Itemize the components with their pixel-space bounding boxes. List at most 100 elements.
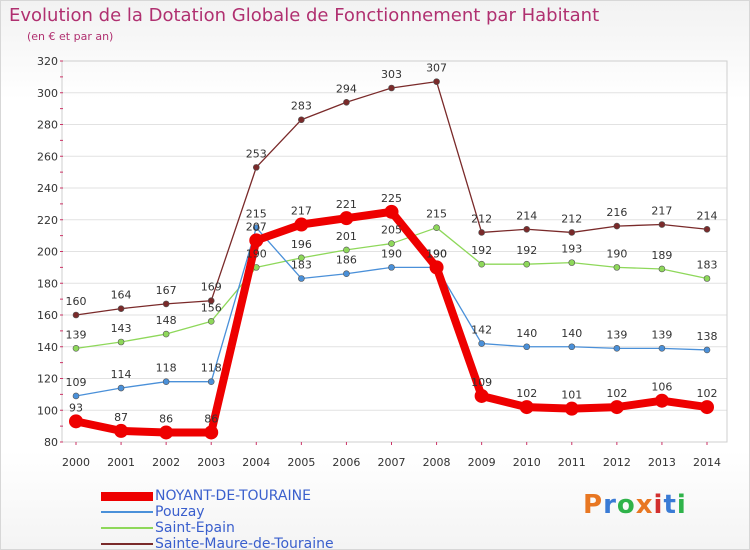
- data-label: 294: [336, 82, 357, 95]
- data-label: 106: [651, 381, 672, 394]
- data-label: 307: [426, 62, 447, 75]
- data-point: [388, 240, 395, 247]
- data-point: [609, 400, 624, 415]
- legend-item: Saint-Epain: [101, 520, 334, 536]
- data-label: 183: [697, 258, 718, 271]
- data-label: 190: [381, 247, 402, 260]
- x-tick-label: 2014: [693, 456, 721, 469]
- data-label: 193: [561, 243, 582, 256]
- data-label: 101: [561, 389, 582, 402]
- data-label: 160: [66, 295, 87, 308]
- data-label: 118: [156, 362, 177, 375]
- data-label: 190: [426, 247, 447, 260]
- data-label: 169: [201, 281, 222, 294]
- y-tick-label: 160: [37, 309, 58, 322]
- data-point: [207, 378, 215, 385]
- data-label: 217: [291, 205, 312, 218]
- x-tick-label: 2009: [468, 456, 496, 469]
- data-point: [658, 345, 666, 352]
- data-point: [249, 233, 264, 248]
- data-point: [72, 392, 80, 400]
- data-label: 143: [111, 322, 132, 335]
- data-point: [568, 229, 576, 236]
- data-label: 142: [471, 324, 492, 337]
- legend: NOYANT-DE-TOURAINE Pouzay Saint-Epain Saint…: [101, 488, 334, 550]
- data-point: [568, 343, 576, 351]
- x-tick-label: 2013: [648, 456, 676, 469]
- proxiti-logo: Proxiti: [583, 490, 687, 520]
- data-label: 118: [201, 362, 222, 375]
- data-point: [343, 246, 350, 254]
- legend-swatch: [101, 511, 153, 513]
- data-label: 212: [471, 212, 492, 225]
- data-point: [700, 400, 714, 415]
- data-label: 190: [606, 247, 627, 260]
- data-point: [523, 260, 531, 268]
- y-tick-label: 120: [37, 373, 58, 386]
- data-point: [654, 393, 669, 408]
- x-tick-label: 2010: [513, 456, 541, 469]
- x-tick-label: 2007: [378, 456, 406, 469]
- data-label: 140: [561, 327, 582, 340]
- data-label: 221: [336, 198, 357, 211]
- data-label: 139: [66, 328, 87, 341]
- data-point: [339, 211, 354, 226]
- data-label: 109: [66, 376, 87, 389]
- legend-item: Pouzay: [101, 504, 334, 520]
- data-label: 190: [246, 247, 267, 260]
- legend-label: NOYANT-DE-TOURAINE: [155, 488, 311, 504]
- x-tick-label: 2004: [242, 456, 270, 469]
- data-point: [298, 116, 305, 124]
- data-point: [72, 311, 80, 319]
- data-point: [159, 425, 174, 440]
- data-label: 167: [156, 284, 177, 297]
- data-label: 139: [651, 328, 672, 341]
- y-tick-label: 320: [37, 55, 58, 68]
- logo-letter: o: [616, 490, 636, 520]
- data-point: [703, 346, 711, 354]
- x-tick-label: 2000: [62, 456, 90, 469]
- data-point: [207, 318, 215, 325]
- data-point: [343, 98, 350, 106]
- x-tick-label: 2008: [423, 456, 451, 469]
- data-label: 148: [156, 314, 177, 327]
- data-label: 212: [561, 212, 582, 225]
- x-tick-label: 2003: [197, 456, 225, 469]
- data-point: [478, 340, 485, 347]
- data-point: [298, 254, 305, 262]
- logo-letter: x: [635, 490, 654, 520]
- data-label: 189: [651, 249, 672, 262]
- data-label: 102: [606, 387, 627, 400]
- data-point: [613, 345, 621, 352]
- data-label: 207: [246, 220, 267, 233]
- data-point: [388, 264, 395, 271]
- x-tick-label: 2001: [107, 456, 135, 469]
- chart-subtitle: (en € et par an): [27, 30, 114, 43]
- data-point: [613, 264, 621, 271]
- data-label: 214: [516, 209, 537, 222]
- data-label: 216: [606, 206, 627, 219]
- data-point: [294, 217, 309, 232]
- data-label: 87: [114, 411, 128, 424]
- data-label: 196: [291, 238, 312, 251]
- data-label: 225: [381, 192, 402, 205]
- legend-item: Sainte-Maure-de-Touraine: [101, 536, 334, 550]
- data-point: [117, 305, 125, 312]
- data-label: 93: [69, 401, 83, 414]
- data-point: [384, 204, 399, 219]
- chart-title: Evolution de la Dotation Globale de Fonc…: [9, 5, 600, 26]
- data-point: [117, 384, 125, 392]
- legend-label: Sainte-Maure-de-Touraine: [155, 536, 334, 550]
- data-point: [703, 275, 711, 282]
- data-point: [523, 343, 531, 351]
- data-point: [658, 265, 666, 273]
- data-label: 192: [516, 244, 537, 257]
- legend-item: NOYANT-DE-TOURAINE: [101, 488, 334, 504]
- y-tick-label: 140: [37, 341, 58, 354]
- legend-swatch: [101, 527, 153, 529]
- data-label: 102: [697, 387, 718, 400]
- data-label: 283: [291, 100, 312, 113]
- data-point: [343, 270, 350, 278]
